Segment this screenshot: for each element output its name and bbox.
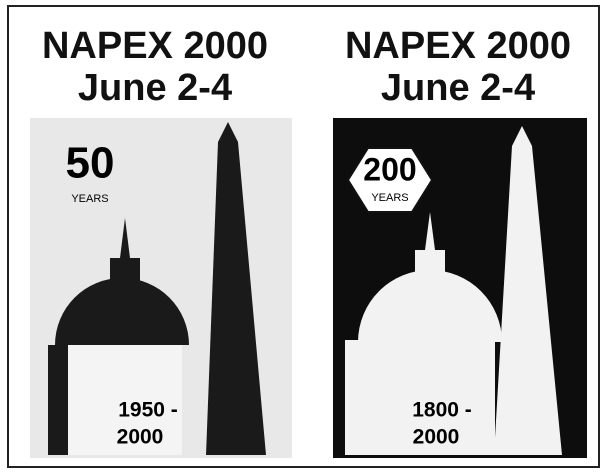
title: NAPEX 2000 xyxy=(42,25,268,67)
poster: NAPEX 2000 June 2-4 50 YEARS 1950 - 2000… xyxy=(0,0,605,473)
lantern xyxy=(415,250,445,276)
lantern xyxy=(110,258,140,284)
subtitle: June 2-4 xyxy=(381,67,535,109)
subtitle: June 2-4 xyxy=(78,67,232,109)
years-to: 2000 xyxy=(413,426,460,449)
wing xyxy=(48,345,68,455)
badge-label: YEARS xyxy=(71,193,108,205)
years-from: 1800 - xyxy=(412,399,472,422)
years-from: 1950 - xyxy=(118,399,178,422)
badge-number: 200 xyxy=(363,151,416,187)
badge-number: 50 xyxy=(66,139,115,188)
title: NAPEX 2000 xyxy=(345,25,571,67)
badge-label: YEARS xyxy=(371,192,408,204)
years-to: 2000 xyxy=(117,426,164,449)
